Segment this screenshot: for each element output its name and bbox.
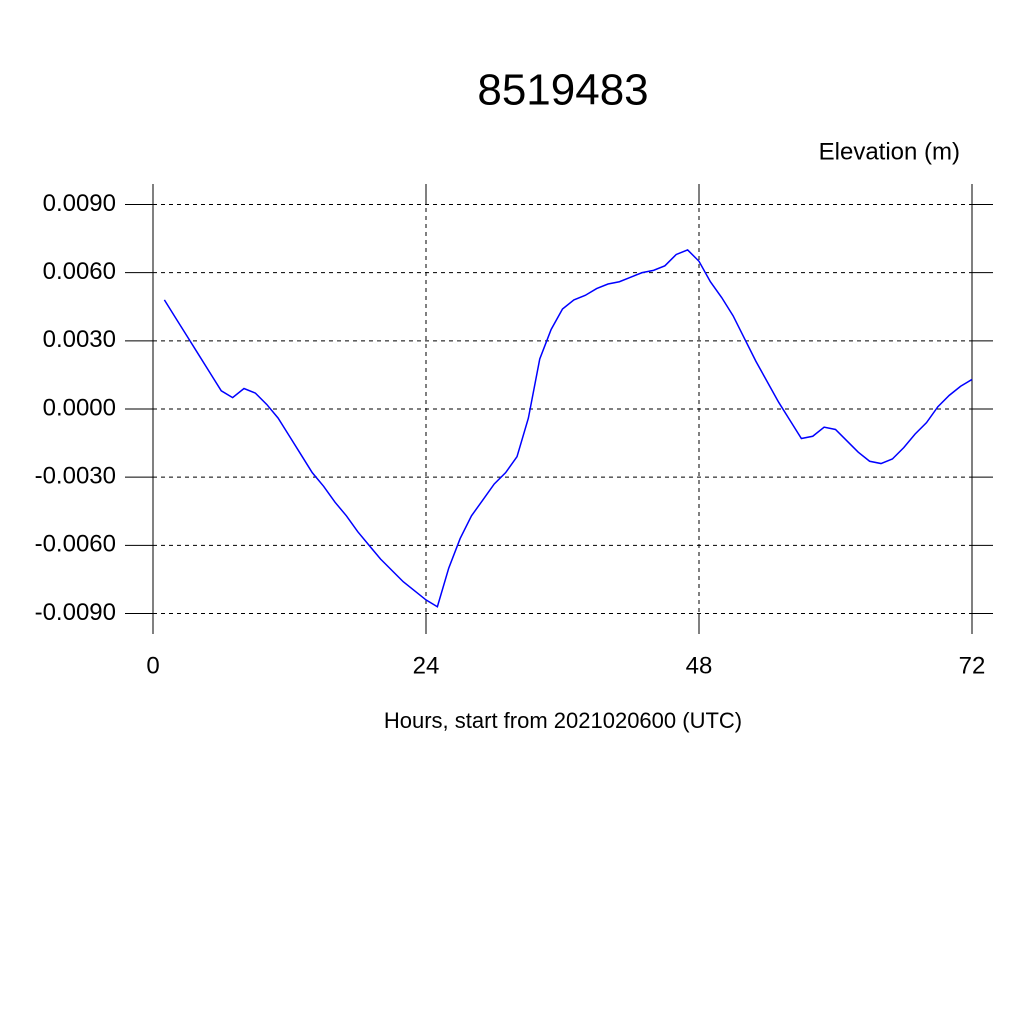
y-tick-label: -0.0060 [35,531,116,558]
line-series [163,249,973,608]
chart-title: 8519483 [477,66,648,115]
y-tick-label: -0.0090 [35,599,116,626]
y-tick-label: 0.0060 [43,258,116,285]
x-tick-label: 72 [959,652,986,679]
x-axis-label: Hours, start from 2021020600 (UTC) [384,708,742,733]
y-tick-label: 0.0000 [43,394,116,421]
x-tick-label: 0 [146,652,159,679]
y-tick-label: 0.0090 [43,190,116,217]
y-tick-label: -0.0030 [35,463,116,490]
x-tick-label: 48 [686,652,713,679]
y-tick-label: 0.0030 [43,326,116,353]
y-axis-label: Elevation (m) [819,138,960,165]
x-tick-label: 24 [413,652,440,679]
